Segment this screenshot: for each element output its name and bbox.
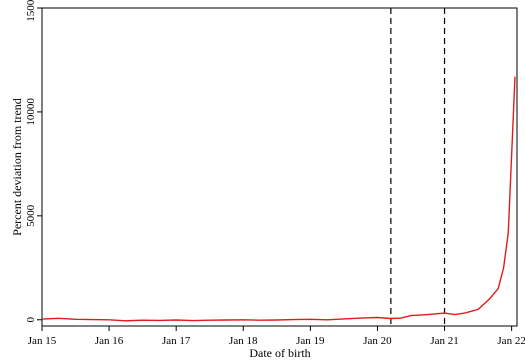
x-tick-label: Jan 15: [28, 335, 57, 347]
y-axis-title: Percent deviation from trend: [10, 98, 24, 236]
x-tick-label: Jan 18: [229, 335, 258, 347]
y-axis: 0 5000 10000 15000: [25, 0, 42, 323]
x-tick-label: Jan 16: [95, 335, 124, 347]
x-axis: Jan 15 Jan 16 Jan 17 Jan 18 Jan 19 Jan 20 Jan …: [28, 326, 525, 347]
y-tick-label: 0: [25, 317, 37, 323]
plot-frame: [41, 7, 518, 327]
x-tick-label: Jan 19: [296, 335, 325, 347]
series-points: [41, 76, 515, 321]
x-tick-label: Jan 17: [162, 335, 191, 347]
y-tick-label: 5000: [25, 204, 37, 227]
x-axis-title: Date of birth: [249, 346, 310, 360]
y-tick-label: 15000: [25, 0, 37, 22]
reference-lines: [390, 8, 446, 326]
x-tick-label: Jan 22: [497, 335, 525, 347]
x-tick-label: Jan 21: [430, 335, 458, 347]
series-line: [41, 76, 516, 322]
y-tick-label: 10000: [25, 98, 37, 126]
x-tick-label: Jan 20: [363, 335, 392, 347]
